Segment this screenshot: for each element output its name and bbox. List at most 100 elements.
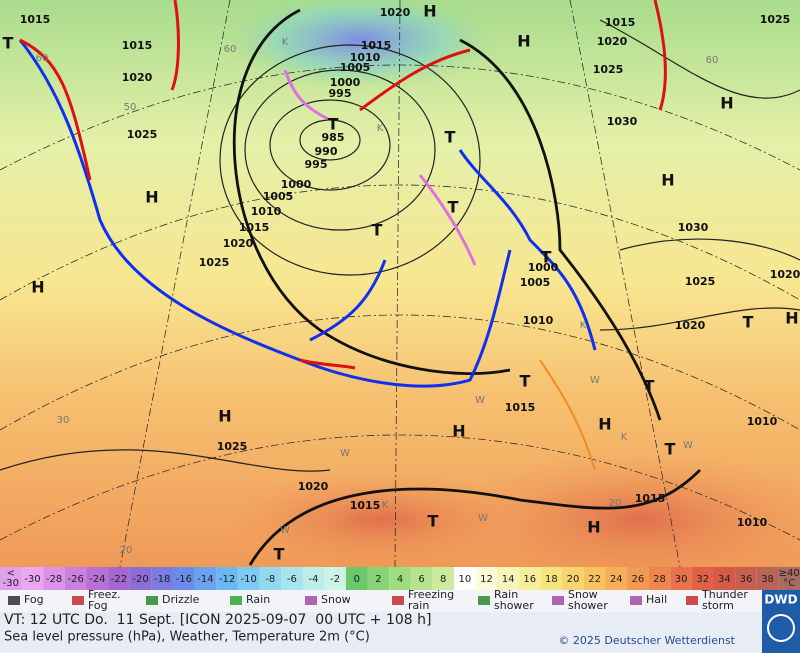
latitude-label: 60 [224, 44, 237, 55]
scale-cell [756, 567, 779, 590]
scale-label: 24 [610, 574, 623, 585]
isobar-label: 1015 [239, 221, 270, 234]
legend-label: Fog [88, 599, 108, 612]
isobar-label: 1020 [298, 480, 329, 493]
valid-time: VT: 12 UTC Do. 11 Sept. [ICON 2025-09-07… [4, 612, 431, 628]
low-pressure: T [743, 313, 754, 332]
scale-label: 28 [653, 574, 666, 585]
scale-cell [627, 567, 649, 590]
isobar-label: 1025 [685, 275, 716, 288]
latitude-label: 60 [36, 53, 49, 64]
scale-cell [583, 567, 606, 590]
isobar-label: 1020 [597, 35, 628, 48]
low-pressure: T [3, 34, 14, 53]
scale-cell [172, 567, 195, 590]
legend-label: storm [702, 599, 734, 612]
latitude-label: 30 [57, 415, 70, 426]
copyright: © 2025 Deutscher Wetterdienst [558, 634, 735, 647]
legend-symbol [305, 596, 317, 605]
scale-label: °C [783, 578, 795, 589]
scale-cell [454, 567, 476, 590]
weather-symbol: W [340, 448, 350, 459]
isobar-label: 1025 [217, 440, 248, 453]
scale-cell [497, 567, 519, 590]
legend-symbol [630, 596, 642, 605]
scale-label: 38 [761, 574, 774, 585]
high-pressure: H [145, 188, 158, 207]
latitude-label: 20 [609, 498, 622, 509]
color-scale: <-30 -30 -28 -26 -24 -22 -20 -18 -16 -14 -12 -10 -8-… [0, 567, 800, 590]
scale-cell [345, 567, 368, 590]
scale-label: -12 [219, 574, 235, 585]
isobar-label: 1020 [770, 268, 800, 281]
low-pressure: T [448, 198, 459, 217]
isobar-label: 1005 [263, 190, 294, 203]
isobar-label: 1015 [505, 401, 536, 414]
high-pressure: H [517, 32, 530, 51]
legend-symbol [478, 596, 490, 605]
legend-background [0, 590, 762, 612]
latitude-label: 20 [120, 545, 133, 556]
legend-label: Hail [646, 593, 667, 606]
scale-label: -28 [46, 574, 62, 585]
low-pressure: T [541, 248, 552, 267]
scale-label: 10 [458, 574, 471, 585]
high-pressure: H [587, 518, 600, 537]
high-pressure: H [31, 278, 44, 297]
low-pressure: T [665, 440, 676, 459]
isobar-label: 1015 [20, 13, 51, 26]
scale-label: -4 [309, 574, 319, 585]
scale-cell [64, 567, 87, 590]
scale-label: 30 [675, 574, 688, 585]
scale-cell [367, 567, 390, 590]
weather-symbol: W [280, 525, 290, 536]
isobar-label: 995 [329, 87, 352, 100]
isobar-label: 1010 [747, 415, 778, 428]
isobar-label: 1020 [223, 237, 254, 250]
isobar-label: 1015 [350, 499, 381, 512]
scale-cell [259, 567, 282, 590]
scale-label: 32 [696, 574, 709, 585]
weather-symbol: W [683, 440, 693, 451]
scale-cell [389, 567, 411, 590]
scale-cell [605, 567, 628, 590]
isobar-label: 1015 [361, 39, 392, 52]
scale-label: -6 [287, 574, 297, 585]
latitude-label: 60 [706, 55, 719, 66]
legend-label: Freezing [408, 588, 454, 601]
scale-cell [410, 567, 433, 590]
isobar-label: 1005 [340, 61, 371, 74]
scale-label: 26 [631, 574, 644, 585]
hot-area [440, 450, 800, 590]
scale-label: -30 [3, 578, 19, 589]
legend-label: Thunder [701, 588, 748, 601]
scale-label: 18 [545, 574, 558, 585]
isobar-label: 1010 [523, 314, 554, 327]
hot-area [220, 470, 540, 570]
scale-cell [735, 567, 757, 590]
weather-symbol: K [282, 37, 289, 48]
high-pressure: H [452, 422, 465, 441]
isobar-label: 1025 [760, 13, 791, 26]
scale-cell [670, 567, 692, 590]
weather-symbol: W [475, 395, 485, 406]
scale-label: < [7, 568, 15, 579]
fronts [18, 0, 667, 471]
high-pressure: H [423, 2, 436, 21]
logo-box [762, 590, 800, 653]
isobar-label: 1020 [675, 319, 706, 332]
legend-label: rain [408, 599, 429, 612]
legend-symbol [8, 596, 20, 605]
scale-label: 8 [440, 574, 446, 585]
scale-cell [237, 567, 260, 590]
scale-label: -16 [176, 574, 192, 585]
weather-symbol: W [590, 375, 600, 386]
legend-label: Snow [321, 593, 351, 606]
low-pressure: T [274, 545, 285, 564]
scale-label: 12 [480, 574, 493, 585]
legend-label: Drizzle [162, 593, 200, 606]
isobar-label: 1025 [199, 256, 230, 269]
scale-label: -10 [240, 574, 256, 585]
logo-text: DWD [764, 593, 797, 607]
scale-cell [129, 567, 152, 590]
